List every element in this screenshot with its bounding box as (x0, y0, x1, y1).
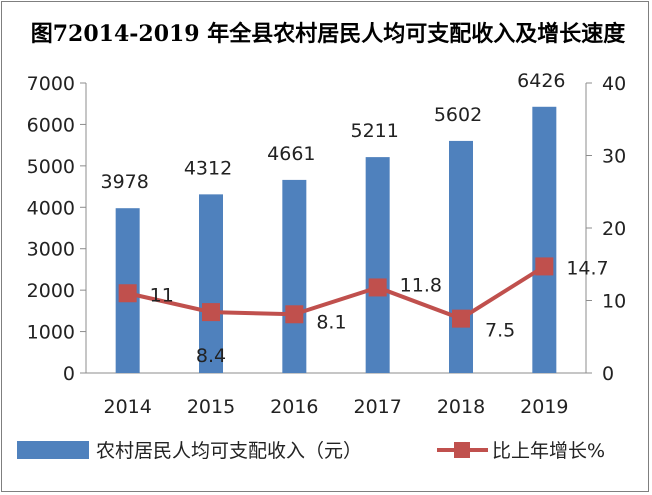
right-tick-label: 40 (602, 73, 626, 95)
right-tick-label: 20 (602, 218, 626, 240)
right-tick-label: 30 (602, 146, 626, 168)
left-tick-label: 2000 (27, 280, 75, 302)
bar-value-label: 4661 (267, 143, 315, 165)
bar-2017 (365, 157, 390, 373)
chart-title: 图72014-2019 年全县农村居民人均可支配收入及增长速度 (30, 21, 626, 47)
right-tick-label: 10 (602, 291, 626, 313)
growth-value-label: 14.7 (566, 257, 608, 279)
legend-bar-label: 农村居民人均可支配收入（元） (96, 440, 362, 462)
growth-marker-2014 (118, 284, 137, 303)
left-tick-label: 1000 (27, 322, 75, 344)
bar-value-label: 4312 (184, 157, 232, 179)
bar-value-label: 5602 (434, 104, 482, 126)
bar-2016 (282, 179, 307, 373)
bar-2018 (449, 140, 473, 373)
left-tick-label: 0 (63, 363, 75, 385)
growth-value-label: 8.1 (316, 311, 346, 333)
growth-marker-2015 (202, 303, 220, 322)
x-tick-label: 2018 (437, 396, 485, 418)
legend-line-marker (454, 442, 470, 458)
legend-line-label: 比上年增长% (492, 440, 605, 462)
left-tick-label: 6000 (27, 114, 75, 136)
x-tick-label: 2014 (103, 396, 151, 418)
left-tick-label: 4000 (27, 197, 75, 219)
bar-value-label: 5211 (350, 120, 398, 142)
x-tick-label: 2016 (270, 396, 318, 418)
growth-value-label: 11 (150, 284, 174, 306)
bar-2019 (532, 106, 557, 373)
growth-marker-2018 (452, 309, 470, 328)
growth-line (127, 264, 546, 321)
bar-2015 (199, 194, 223, 373)
right-tick-label: 0 (602, 363, 614, 385)
growth-value-label: 8.4 (196, 345, 226, 367)
left-tick-label: 3000 (27, 239, 75, 261)
growth-marker-2019 (535, 257, 554, 276)
growth-value-label: 7.5 (485, 320, 515, 342)
x-tick-label: 2019 (520, 396, 568, 418)
left-tick-label: 5000 (27, 156, 75, 178)
x-tick-label: 2017 (353, 396, 401, 418)
growth-value-label: 11.8 (400, 274, 442, 296)
left-tick-label: 7000 (27, 73, 75, 95)
bar-value-label: 6426 (517, 70, 565, 92)
growth-marker-2016 (285, 305, 304, 324)
growth-marker-2017 (368, 278, 387, 297)
x-tick-label: 2015 (187, 396, 235, 418)
legend-bar-swatch (17, 441, 89, 459)
bar-value-label: 3978 (100, 171, 148, 193)
